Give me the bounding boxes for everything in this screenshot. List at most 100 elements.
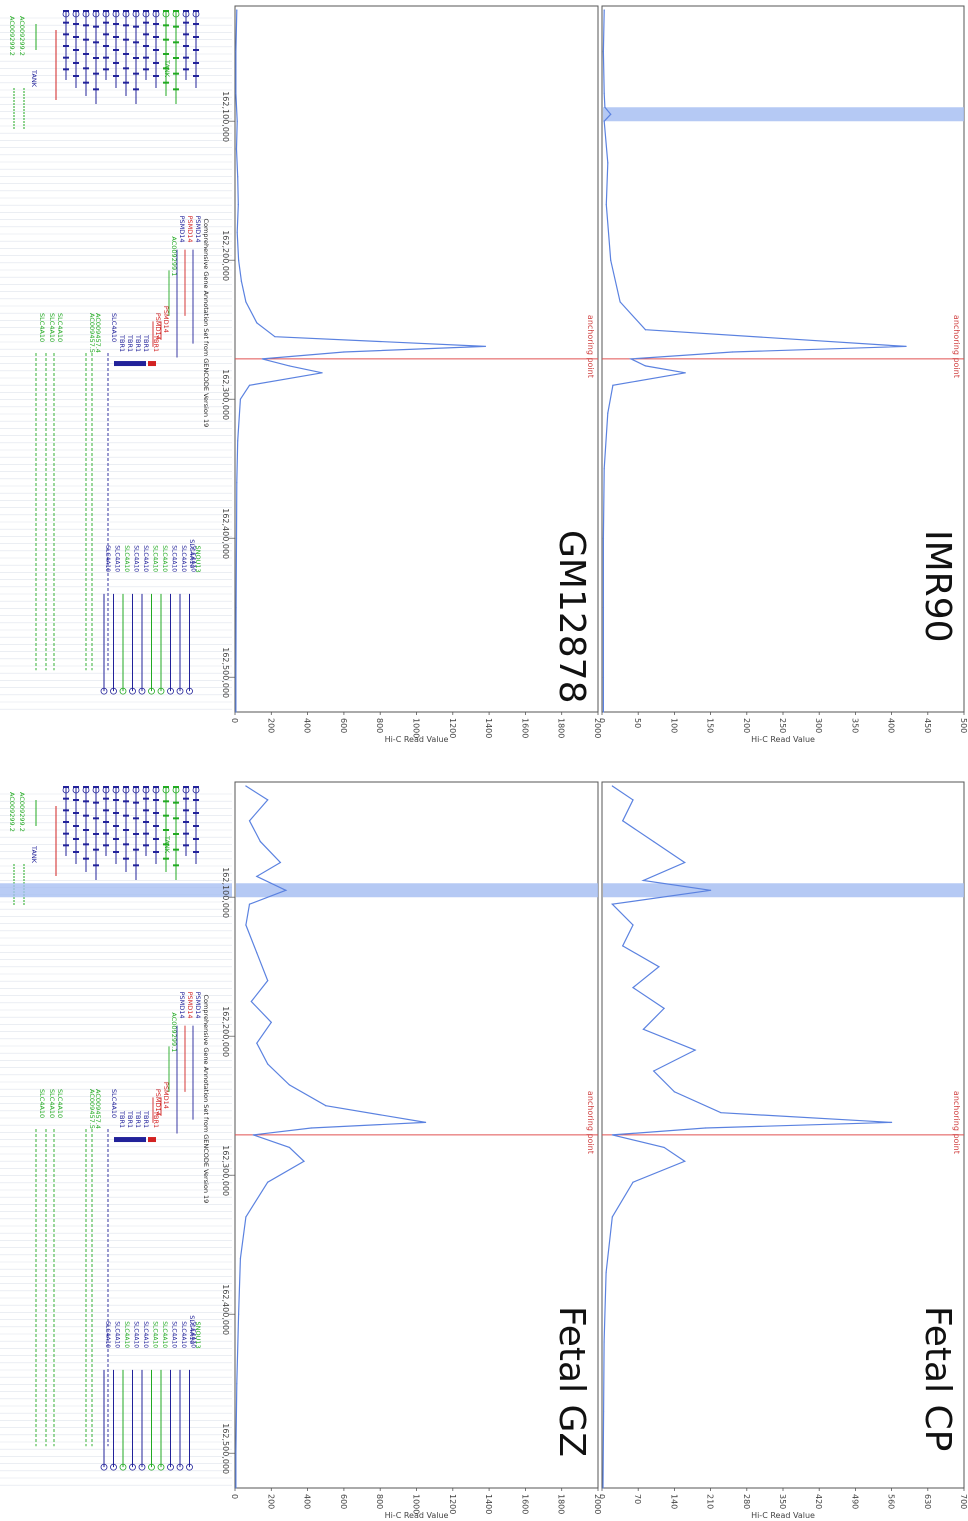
data-point	[236, 231, 238, 234]
data-point	[602, 537, 605, 539]
value-tick-label: 0	[232, 1494, 239, 1499]
value-tick-label: 2000	[593, 1494, 602, 1514]
value-tick-label: 1800	[557, 718, 566, 738]
exon	[93, 72, 99, 75]
chart-fetal-cp: anchoring point 0 70 140 210 280 350 420 490 560 6…	[600, 781, 968, 1520]
anchor-label: anchoring point	[952, 1091, 961, 1154]
genomic-axis: 162,100,000 162,200,000 162,300,000 162,400…	[221, 867, 235, 1474]
exon	[173, 864, 179, 867]
data-point	[235, 676, 237, 678]
data-point	[663, 1007, 665, 1010]
genomic-tick-label: 162,500,000	[221, 647, 230, 698]
gene-label: SNOU13	[194, 545, 202, 572]
exon	[193, 838, 199, 840]
data-point	[704, 1127, 707, 1129]
exon	[114, 1137, 122, 1143]
transcript-start	[72, 786, 80, 794]
gene-label: PSMD14	[162, 1082, 170, 1109]
transcript-start	[182, 786, 190, 794]
gene-label: TBR1	[118, 1110, 126, 1128]
value-tick-label: 0	[600, 1494, 606, 1499]
exon	[103, 809, 109, 812]
data-point	[235, 92, 237, 95]
gene-label: SLC4A10	[161, 1321, 168, 1348]
transcript-start	[172, 786, 180, 794]
gene-annotation-track: AC009299.2 AC009299.2TANKTANKPSMD14PSMD14…	[0, 10, 232, 710]
data-point	[684, 1160, 686, 1162]
exon	[113, 799, 119, 801]
data-point	[653, 841, 655, 843]
value-tick-label: 70	[633, 1494, 642, 1504]
transcript-end	[119, 1463, 127, 1471]
gene-label: PSMD14	[194, 216, 202, 243]
exon	[148, 1137, 156, 1143]
exon	[83, 814, 89, 817]
gene-label: TANK	[30, 69, 38, 88]
transcript-start	[112, 786, 120, 794]
series-line	[235, 9, 486, 712]
exon	[123, 814, 129, 817]
exon	[103, 797, 109, 800]
data-point	[611, 1134, 613, 1136]
exon	[123, 829, 129, 831]
gene-label: PSMD14	[162, 306, 170, 333]
data-point	[602, 711, 605, 713]
exon	[133, 801, 139, 804]
data-point	[343, 351, 345, 353]
exon	[113, 75, 119, 77]
data-point	[235, 711, 237, 713]
gene-label: SLC4A10	[123, 1321, 130, 1348]
value-tick-label: 1200	[448, 1494, 457, 1514]
top-figure: AC009299.2 AC009299.2 TANK TANK PSMD14 PSMD14…	[0, 0, 968, 745]
exon	[83, 857, 89, 860]
chart-title: GM12878	[551, 530, 592, 703]
transcript-end	[176, 1463, 184, 1471]
transcript-end	[167, 687, 174, 695]
data-point	[731, 351, 733, 353]
gene-label: PSMD14	[154, 313, 162, 340]
data-point	[288, 1146, 291, 1149]
exon	[163, 53, 169, 55]
data-point	[325, 1105, 327, 1107]
gene-label: AC009457.4	[94, 313, 102, 353]
exon	[163, 81, 169, 84]
gene-label: TBR1	[126, 1110, 134, 1128]
transcript-end	[110, 687, 117, 695]
gene-label: SLC4A10	[48, 313, 56, 342]
exon	[133, 88, 139, 91]
transcript-start	[62, 786, 70, 794]
exon	[153, 812, 159, 814]
data-point	[235, 607, 237, 609]
value-tick-label: 400	[303, 718, 312, 733]
exon	[93, 833, 99, 835]
exon	[123, 24, 129, 27]
exon	[73, 851, 79, 853]
exon	[73, 36, 79, 38]
gene-label: SLC4A10	[161, 545, 168, 572]
transcript-start	[132, 10, 140, 18]
exon	[123, 857, 129, 860]
exon	[193, 851, 199, 853]
exon	[183, 68, 189, 71]
data-point	[610, 113, 612, 115]
transcript-end	[167, 1463, 174, 1471]
exon	[143, 821, 149, 823]
gene-label: SLC4A10	[38, 313, 46, 342]
transcript-start	[162, 786, 170, 794]
value-tick-label: 140	[669, 1494, 678, 1509]
exon	[193, 36, 199, 38]
data-point	[261, 358, 263, 360]
data-point	[237, 204, 239, 206]
gene-track-title: Comprehensive Gene Annotation Set from G…	[202, 995, 210, 1204]
data-point	[248, 903, 251, 905]
exon	[113, 825, 119, 827]
exon	[63, 832, 69, 835]
transcript-start	[142, 786, 150, 794]
value-tick-label: 210	[706, 1494, 715, 1509]
exon	[73, 49, 79, 51]
exon	[113, 49, 119, 51]
transcript-end	[157, 1463, 165, 1471]
exon	[113, 36, 119, 38]
gene-label: SLC4A10	[38, 1089, 46, 1118]
exon	[63, 821, 69, 823]
